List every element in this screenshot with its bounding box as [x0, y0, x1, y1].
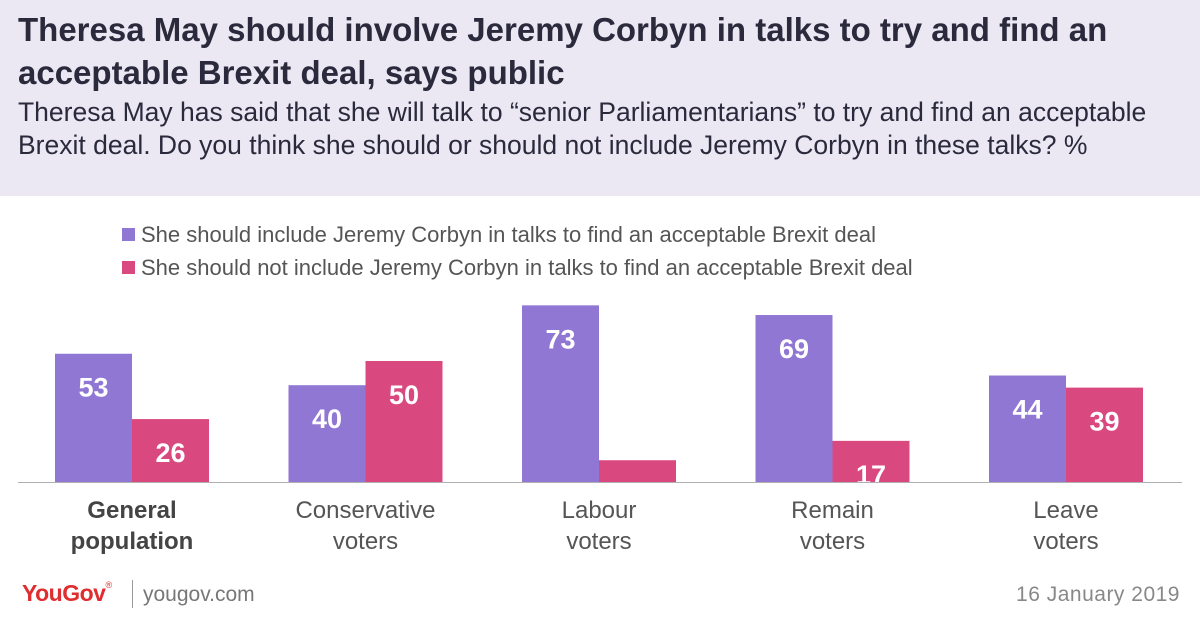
bar-0-1 — [132, 419, 209, 482]
bar-0-0 — [55, 353, 132, 482]
data-label-4-0: 44 — [1012, 395, 1042, 425]
bar-4-1 — [1066, 387, 1143, 482]
legend-swatch-include — [122, 228, 135, 241]
legend-label-not-include: She should not include Jeremy Corbyn in … — [141, 254, 913, 280]
category-label-2-0: Labour — [562, 497, 637, 524]
category-label-0-1: population — [71, 528, 194, 555]
header-panel: Theresa May should involve Jeremy Corbyn… — [0, 0, 1200, 196]
legend-item-not-include: She should not include Jeremy Corbyn in … — [122, 251, 913, 284]
legend-swatch-not-include — [122, 261, 135, 274]
category-label-3-1: voters — [800, 528, 865, 555]
bar-3-1 — [832, 440, 910, 482]
category-label-4-1: voters — [1033, 528, 1098, 555]
bar-1-1 — [365, 361, 443, 482]
page-subtitle: Theresa May has said that she will talk … — [18, 97, 1147, 160]
category-label-1-1: voters — [333, 528, 398, 555]
category-label-0-0: General — [87, 497, 176, 524]
bar-3-0 — [755, 315, 833, 482]
yougov-logo: YouGov® — [22, 580, 112, 606]
data-label-3-0: 69 — [779, 334, 809, 364]
footer-site-link[interactable]: yougov.com — [143, 583, 255, 606]
bar-2-1 — [599, 460, 676, 482]
page-title: Theresa May should involve Jeremy Corbyn… — [18, 11, 1108, 91]
data-label-2-1: 9 — [630, 479, 645, 509]
chart-legend: She should include Jeremy Corbyn in talk… — [122, 218, 913, 284]
data-label-0-0: 53 — [78, 373, 108, 403]
data-label-1-1: 50 — [389, 380, 419, 410]
legend-item-include: She should include Jeremy Corbyn in talk… — [122, 218, 913, 251]
footer-divider — [132, 580, 133, 608]
category-label-4-0: Leave — [1033, 497, 1098, 524]
bar-2-0 — [522, 305, 599, 482]
category-label-3-0: Remain — [791, 497, 874, 524]
data-label-1-0: 40 — [312, 404, 342, 434]
bar-1-0 — [288, 385, 366, 482]
bar-4-0 — [989, 375, 1066, 482]
data-label-2-0: 73 — [545, 324, 575, 354]
footer-date: 16 January 2019 — [1016, 583, 1180, 606]
data-label-4-1: 39 — [1089, 407, 1119, 437]
data-label-0-1: 26 — [155, 438, 185, 468]
data-label-3-1: 17 — [856, 460, 886, 490]
category-label-2-1: voters — [566, 528, 631, 555]
legend-label-include: She should include Jeremy Corbyn in talk… — [141, 221, 876, 247]
category-label-1-0: Conservative — [295, 497, 435, 524]
